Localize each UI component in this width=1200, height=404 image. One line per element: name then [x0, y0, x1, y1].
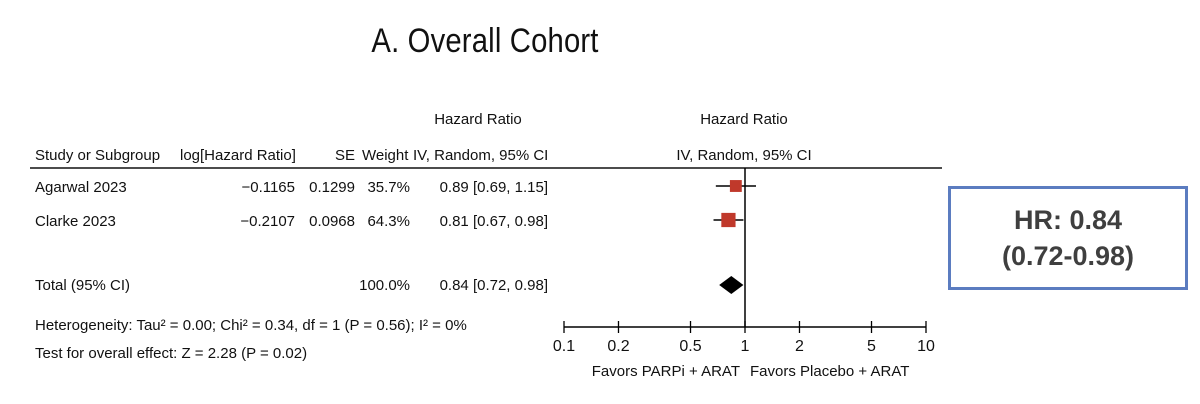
header-loghr: log[Hazard Ratio]	[180, 147, 296, 164]
header-weight: Weight	[362, 147, 409, 164]
x-tick-label: 0.2	[607, 338, 629, 355]
plot-marks: 0.1 0.2 0.5 1 2 5 10	[553, 168, 935, 355]
study-weight: 35.7%	[367, 179, 410, 196]
x-tick-label: 0.5	[679, 338, 701, 355]
total-weight: 100.0%	[359, 277, 410, 294]
study-loghr: −0.1165	[241, 179, 295, 196]
pooled-diamond	[719, 276, 744, 294]
favors-right-label: Favors Placebo + ARAT	[750, 363, 909, 380]
hr-summary-ci: (0.72-0.98)	[1001, 241, 1135, 271]
study-weight: 64.3%	[367, 213, 410, 230]
total-name: Total (95% CI)	[35, 277, 130, 294]
header-plot-top: Hazard Ratio	[700, 111, 788, 128]
header-plot-method: IV, Random, 95% CI	[676, 147, 811, 164]
x-tick-label: 10	[917, 338, 935, 355]
study-name: Clarke 2023	[35, 213, 116, 230]
study-marker	[721, 212, 736, 228]
hr-summary-value: HR: 0.84	[1013, 205, 1123, 235]
x-tick-label: 2	[795, 338, 804, 355]
overall-effect-text: Test for overall effect: Z = 2.28 (P = 0…	[35, 345, 307, 362]
favors-left-label: Favors PARPi + ARAT	[592, 363, 740, 380]
study-ci: 0.81 [0.67, 0.98]	[440, 213, 548, 230]
x-tick-label: 0.1	[553, 338, 575, 355]
heterogeneity-text: Heterogeneity: Tau² = 0.00; Chi² = 0.34,…	[35, 317, 467, 334]
header-hr-method: IV, Random, 95% CI	[413, 147, 548, 164]
study-ci: 0.89 [0.69, 1.15]	[440, 179, 548, 196]
study-se: 0.0968	[309, 213, 355, 230]
study-se: 0.1299	[309, 179, 355, 196]
chart-title: A. Overall Cohort	[371, 22, 599, 60]
study-marker	[729, 180, 742, 192]
hr-summary-box: HR: 0.84 (0.72-0.98)	[948, 186, 1188, 290]
x-tick-label: 5	[867, 338, 876, 355]
header-se: SE	[335, 147, 355, 164]
study-loghr: −0.2107	[240, 213, 295, 230]
header-hr-top: Hazard Ratio	[434, 111, 522, 128]
study-name: Agarwal 2023	[35, 179, 127, 196]
total-ci: 0.84 [0.72, 0.98]	[440, 277, 548, 294]
x-tick-label: 1	[741, 338, 750, 355]
header-study: Study or Subgroup	[35, 147, 160, 164]
